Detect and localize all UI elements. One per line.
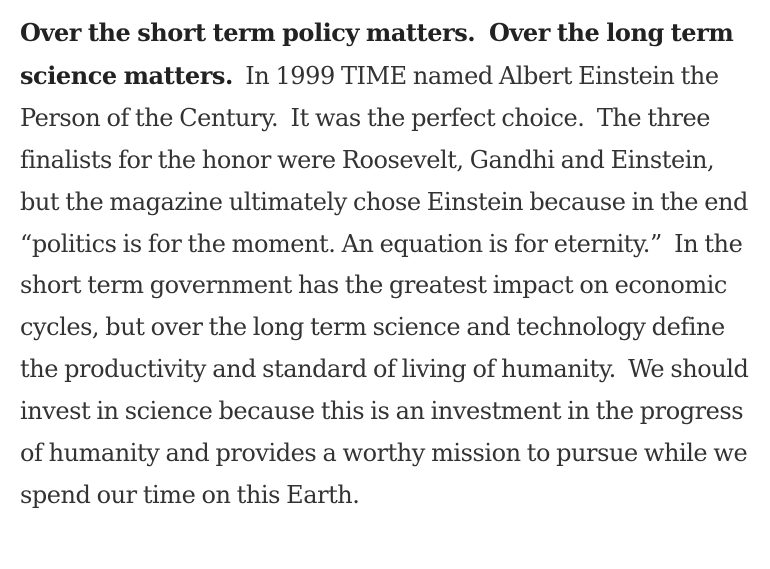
article-paragraph: Over the short term policy matters. Over… [20,12,755,517]
paragraph-body-text: In 1999 TIME named Albert Einstein the P… [20,61,755,509]
article-body: Over the short term policy matters. Over… [20,12,755,517]
lead-sentence: Over the short term policy matters. Over… [20,18,741,90]
